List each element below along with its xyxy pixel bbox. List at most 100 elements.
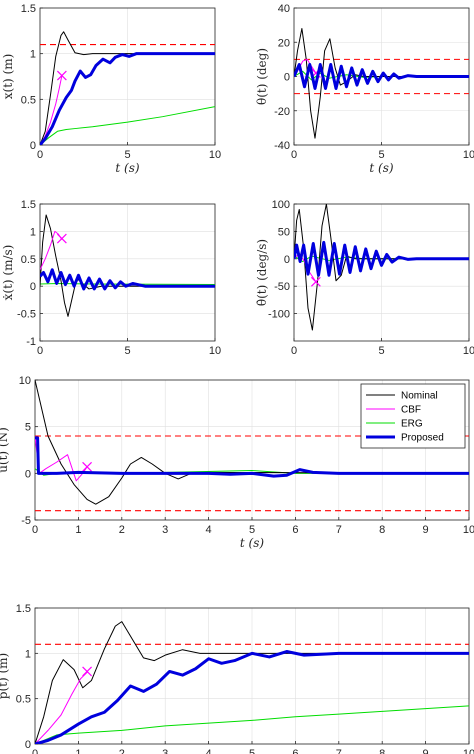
x-tick-label: 6 <box>292 748 298 754</box>
termination-marker-cbf <box>56 70 67 81</box>
x-tick-label: 8 <box>379 524 385 536</box>
x-tick-label: 0 <box>32 524 38 536</box>
series-line-proposed <box>40 268 215 291</box>
series-line-nominal <box>294 204 469 331</box>
y-tick-label: 100 <box>272 199 290 211</box>
y-tick-label: -40 <box>274 140 290 152</box>
y-axis-label: θ(t) (deg) <box>255 48 269 105</box>
x-tick-label: 9 <box>423 524 429 536</box>
y-tick-label: 50 <box>278 226 290 238</box>
y-tick-label: 0 <box>284 72 290 84</box>
y-tick-label: 40 <box>278 3 290 15</box>
x-tick-label: 5 <box>378 345 384 357</box>
termination-marker-cbf <box>310 276 321 287</box>
series-line-nominal <box>40 214 215 317</box>
x-tick-label: 0 <box>291 149 297 161</box>
series-line-proposed <box>35 436 469 478</box>
y-tick-label: 0 <box>30 140 36 152</box>
y-tick-label: 20 <box>278 37 290 49</box>
series-line-proposed <box>40 52 215 145</box>
y-tick-label: -100 <box>268 309 290 321</box>
series-line-cbf <box>35 671 89 744</box>
x-tick-label: 5 <box>124 345 130 357</box>
termination-marker-cbf <box>56 233 67 244</box>
x-tick-label: 0 <box>37 149 43 161</box>
series-line-erg <box>35 705 469 744</box>
y-tick-label: 0 <box>25 468 31 480</box>
y-tick-label: -0.5 <box>17 309 36 321</box>
y-axis-label: ẋ(t) (m/s) <box>1 245 15 301</box>
series-line-erg <box>40 106 215 145</box>
x-tick-label: 0 <box>37 345 43 357</box>
x-tick-label: 2 <box>119 748 125 754</box>
legend-label-erg: ERG <box>401 419 423 430</box>
x-tick-label: 5 <box>249 524 255 536</box>
y-axis-label: u(t) (N) <box>0 427 10 473</box>
x-tick-label: 0 <box>32 748 38 754</box>
x-tick-label: 5 <box>249 748 255 754</box>
x-tick-label: 10 <box>463 345 474 357</box>
series-line-nominal <box>294 28 469 139</box>
chart-thetadot: 0 5 10 -100 -50 0 50 100 θ̇(t) (deg/s) <box>255 199 474 357</box>
x-tick-label: 10 <box>463 748 474 754</box>
y-tick-label: 1 <box>25 648 31 660</box>
chart-x: 0 5 10 0 0.5 1 1.5 t (s) x(t) (m) <box>1 3 221 175</box>
y-tick-label: -20 <box>274 106 290 118</box>
x-tick-label: 8 <box>379 748 385 754</box>
y-axis-label: p(t) (m) <box>0 653 10 699</box>
x-tick-label: 5 <box>378 149 384 161</box>
y-axis-label: θ̇(t) (deg/s) <box>255 239 269 306</box>
termination-marker-cbf <box>82 666 93 677</box>
x-tick-label: 6 <box>292 524 298 536</box>
y-tick-label: -1 <box>26 336 36 348</box>
y-tick-label: 1 <box>30 49 36 61</box>
x-tick-label: 1 <box>75 748 81 754</box>
y-tick-label: 0.5 <box>21 94 36 106</box>
x-tick-label: 10 <box>209 149 221 161</box>
series-line-nominal <box>35 380 469 505</box>
x-tick-label: 0 <box>291 345 297 357</box>
termination-marker-cbf <box>82 461 93 472</box>
y-tick-label: 1.5 <box>16 603 31 615</box>
y-tick-label: 10 <box>19 375 31 387</box>
legend-label-cbf: CBF <box>401 405 421 416</box>
y-tick-label: 0.5 <box>16 694 31 706</box>
y-tick-label: -50 <box>274 281 290 293</box>
y-tick-label: 0 <box>284 254 290 266</box>
series-line-nominal <box>35 621 469 744</box>
x-tick-label: 10 <box>463 524 474 536</box>
x-axis-label: t (s) <box>115 161 139 175</box>
y-tick-label: 5 <box>25 422 31 434</box>
x-tick-label: 7 <box>336 748 342 754</box>
chart-theta: 0 5 10 -40 -20 0 20 40 t (s) θ(t) (deg) <box>255 3 474 175</box>
legend-label-proposed: Proposed <box>401 433 444 444</box>
chart-xdot: 0 5 10 -1 -0.5 0 0.5 1 1.5 ẋ(t) (m/s) <box>1 199 221 357</box>
y-tick-label: 0 <box>30 281 36 293</box>
x-axis-label: t (s) <box>240 536 264 550</box>
x-tick-label: 9 <box>423 748 429 754</box>
legend: Nominal CBF ERG Proposed <box>360 383 466 449</box>
y-tick-label: 0 <box>25 739 31 751</box>
y-tick-label: 1.5 <box>21 3 36 15</box>
y-tick-label: -5 <box>21 515 31 527</box>
x-tick-label: 1 <box>75 524 81 536</box>
y-tick-label: 1 <box>30 226 36 238</box>
series-line-proposed <box>35 650 469 744</box>
y-tick-label: 1.5 <box>21 199 36 211</box>
x-tick-label: 10 <box>209 345 221 357</box>
series-line-nominal <box>40 31 215 145</box>
y-tick-label: 0.5 <box>21 254 36 266</box>
series-line-proposed <box>294 240 469 277</box>
x-tick-label: 4 <box>206 748 212 754</box>
x-tick-label: 4 <box>206 524 212 536</box>
x-tick-label: 5 <box>124 149 130 161</box>
series-line-proposed <box>294 63 469 90</box>
x-tick-label: 7 <box>336 524 342 536</box>
y-axis-label: x(t) (m) <box>1 54 15 100</box>
legend-label-nominal: Nominal <box>401 391 438 402</box>
x-tick-label: 3 <box>162 524 168 536</box>
x-tick-label: 2 <box>119 524 125 536</box>
